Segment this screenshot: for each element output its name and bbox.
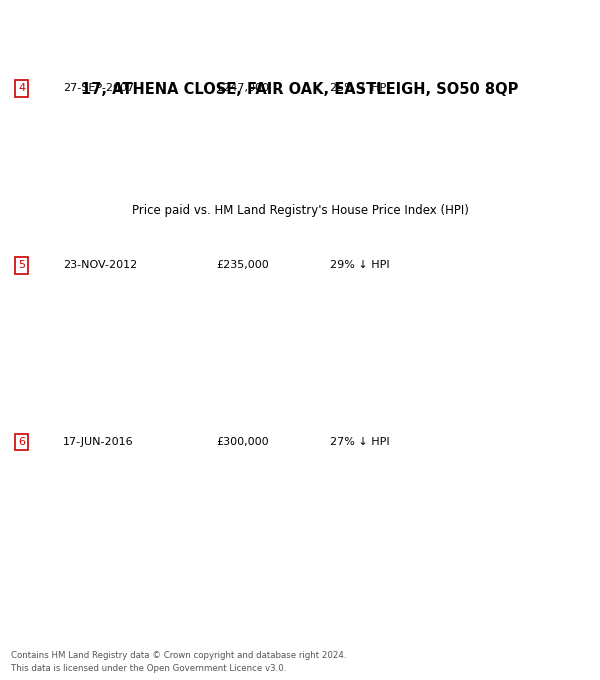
Text: Contains HM Land Registry data © Crown copyright and database right 2024.: Contains HM Land Registry data © Crown c… [11,651,346,660]
Text: 17-JUN-2016: 17-JUN-2016 [63,437,134,447]
Text: £235,000: £235,000 [216,260,269,270]
Text: 4: 4 [18,84,25,93]
Text: Price paid vs. HM Land Registry's House Price Index (HPI): Price paid vs. HM Land Registry's House … [131,204,469,217]
Text: £300,000: £300,000 [216,437,269,447]
Text: 25% ↓ HPI: 25% ↓ HPI [330,84,389,93]
Text: 27-SEP-2007: 27-SEP-2007 [63,84,134,93]
Text: 5: 5 [18,260,25,270]
Text: 29% ↓ HPI: 29% ↓ HPI [330,260,389,270]
Text: This data is licensed under the Open Government Licence v3.0.: This data is licensed under the Open Gov… [11,664,286,673]
Text: 6: 6 [18,437,25,447]
Text: 17, ATHENA CLOSE, FAIR OAK, EASTLEIGH, SO50 8QP: 17, ATHENA CLOSE, FAIR OAK, EASTLEIGH, S… [82,82,518,97]
Text: 23-NOV-2012: 23-NOV-2012 [63,260,137,270]
Text: £247,000: £247,000 [216,84,269,93]
Text: 27% ↓ HPI: 27% ↓ HPI [330,437,389,447]
